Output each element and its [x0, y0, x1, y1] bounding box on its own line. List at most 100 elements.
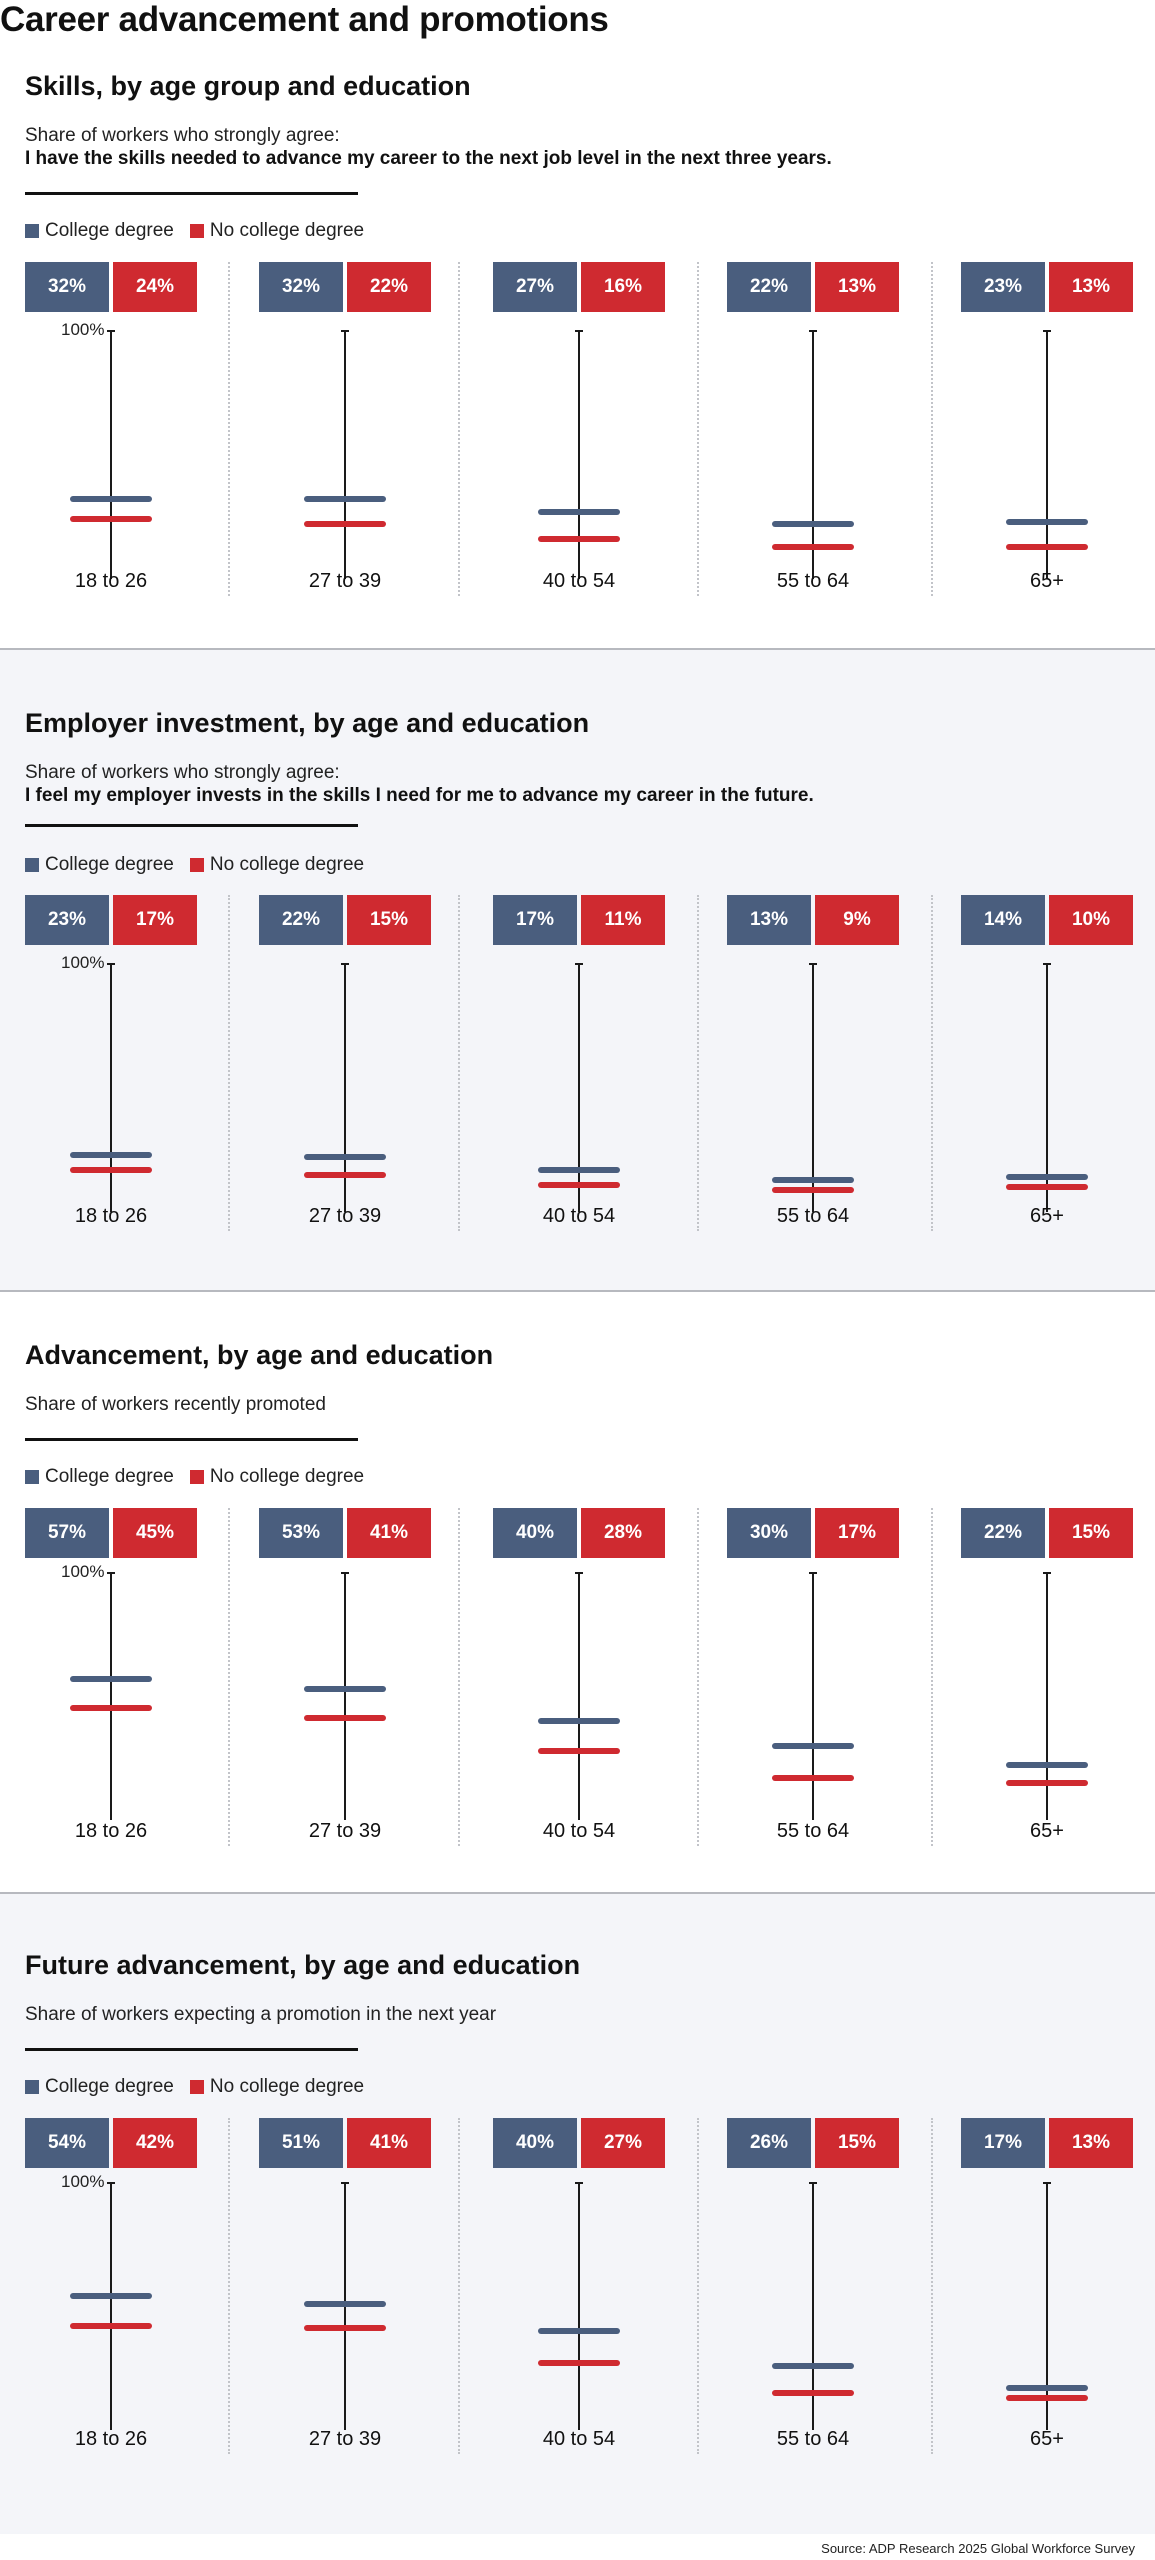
- data-mark-no-college: [1006, 1779, 1088, 1786]
- legend: College degree No college degree: [25, 1466, 364, 1488]
- legend: College degree No college degree: [25, 854, 364, 876]
- value-badge-college: 53%: [259, 1508, 343, 1558]
- data-mark-college: [304, 1154, 386, 1161]
- value-badge-college: 22%: [961, 1508, 1045, 1558]
- category-label: 55 to 64: [776, 1820, 850, 1842]
- axis-cap: [1043, 1572, 1051, 1574]
- legend-label-college: College degree: [45, 2076, 174, 2097]
- chart-section: Skills, by age group and education Share …: [0, 40, 1155, 648]
- value-badge-no-college: 42%: [113, 2118, 197, 2168]
- axis-cap: [107, 1572, 115, 1574]
- axis-cap: [107, 963, 115, 965]
- column-divider: [458, 262, 460, 596]
- title-rule: [25, 1438, 358, 1441]
- value-badge-no-college: 15%: [1049, 1508, 1133, 1558]
- axis-line: [344, 963, 346, 1212]
- column-divider: [458, 1508, 460, 1846]
- data-mark-college: [538, 2327, 620, 2334]
- legend-swatch-college: [25, 1470, 39, 1484]
- value-badge-college: 32%: [25, 262, 109, 312]
- legend-swatch-no-college: [189, 1470, 204, 1484]
- category-label: 27 to 39: [308, 1820, 382, 1842]
- data-mark-no-college: [70, 2322, 152, 2329]
- value-badge-no-college: 9%: [815, 895, 899, 945]
- chart-section: Employer investment, by age and educatio…: [0, 650, 1155, 1290]
- axis-cap: [107, 2182, 115, 2184]
- axis-line: [110, 963, 112, 1212]
- survey-question: I feel my employer invests in the skills…: [25, 785, 814, 806]
- axis-cap: [107, 330, 115, 332]
- axis-line: [344, 330, 346, 579]
- value-badge-no-college: 27%: [581, 2118, 665, 2168]
- value-badge-no-college: 22%: [347, 262, 431, 312]
- axis-cap: [809, 2182, 817, 2184]
- axis-line: [812, 963, 814, 1212]
- data-mark-no-college: [772, 543, 854, 550]
- title-rule: [25, 192, 358, 195]
- category-label: 18 to 26: [74, 1820, 148, 1842]
- chart-title: Employer investment, by age and educatio…: [25, 708, 590, 738]
- axis-cap: [341, 330, 349, 332]
- data-mark-college: [70, 1151, 152, 1158]
- title-rule: [25, 2048, 358, 2051]
- legend-label-no-college: No college degree: [209, 220, 365, 241]
- legend-swatch-no-college: [189, 224, 204, 238]
- category-label: 55 to 64: [776, 2428, 850, 2450]
- legend-label-no-college: No college degree: [209, 1466, 365, 1487]
- legend-label-no-college: No college degree: [209, 2076, 365, 2097]
- data-mark-college: [304, 2300, 386, 2307]
- value-badge-college: 22%: [259, 895, 343, 945]
- axis-line: [812, 1572, 814, 1820]
- value-badge-college: 51%: [259, 2118, 343, 2168]
- data-mark-college: [70, 2293, 152, 2300]
- category-label: 40 to 54: [542, 2428, 616, 2450]
- value-badge-college: 14%: [961, 895, 1045, 945]
- axis-cap: [1043, 2182, 1051, 2184]
- axis-line: [344, 1572, 346, 1820]
- column-divider: [697, 1508, 699, 1846]
- data-mark-no-college: [772, 2389, 854, 2396]
- axis-line: [110, 330, 112, 579]
- value-badge-no-college: 10%: [1049, 895, 1133, 945]
- column-divider: [458, 2118, 460, 2454]
- value-badge-no-college: 13%: [1049, 262, 1133, 312]
- category-label: 27 to 39: [308, 1205, 382, 1227]
- axis-cap: [809, 330, 817, 332]
- chart-section: Advancement, by age and education Share o…: [0, 1292, 1155, 1892]
- value-badge-college: 57%: [25, 1508, 109, 1558]
- value-badge-no-college: 24%: [113, 262, 197, 312]
- legend-swatch-college: [25, 224, 39, 238]
- axis-cap: [575, 963, 583, 965]
- value-badge-college: 26%: [727, 2118, 811, 2168]
- axis-line: [578, 2182, 580, 2430]
- data-mark-no-college: [1006, 1184, 1088, 1191]
- data-mark-college: [1006, 518, 1088, 525]
- legend-swatch-college: [25, 858, 39, 872]
- axis-cap: [809, 1572, 817, 1574]
- axis-line: [578, 1572, 580, 1820]
- data-mark-no-college: [304, 1715, 386, 1722]
- data-mark-no-college: [70, 516, 152, 523]
- data-mark-no-college: [304, 2325, 386, 2332]
- section-divider: [0, 648, 1155, 650]
- value-badge-no-college: 13%: [1049, 2118, 1133, 2168]
- axis-100-label: 100%: [61, 1562, 105, 1581]
- value-badge-no-college: 15%: [815, 2118, 899, 2168]
- value-badge-no-college: 45%: [113, 1508, 197, 1558]
- axis-cap: [575, 2182, 583, 2184]
- section-divider: [0, 1290, 1155, 1292]
- legend-label-college: College degree: [45, 854, 174, 875]
- legend-swatch-no-college: [189, 858, 204, 872]
- value-badge-no-college: 17%: [815, 1508, 899, 1558]
- category-label: 27 to 39: [308, 570, 382, 592]
- category-label: 18 to 26: [74, 1205, 148, 1227]
- value-badge-college: 32%: [259, 262, 343, 312]
- axis-line: [1046, 963, 1048, 1212]
- axis-line: [110, 2182, 112, 2430]
- data-mark-no-college: [538, 536, 620, 543]
- category-label: 55 to 64: [776, 1205, 850, 1227]
- title-rule: [25, 824, 358, 827]
- axis-line: [1046, 1572, 1048, 1820]
- value-badge-college: 54%: [25, 2118, 109, 2168]
- value-badge-no-college: 28%: [581, 1508, 665, 1558]
